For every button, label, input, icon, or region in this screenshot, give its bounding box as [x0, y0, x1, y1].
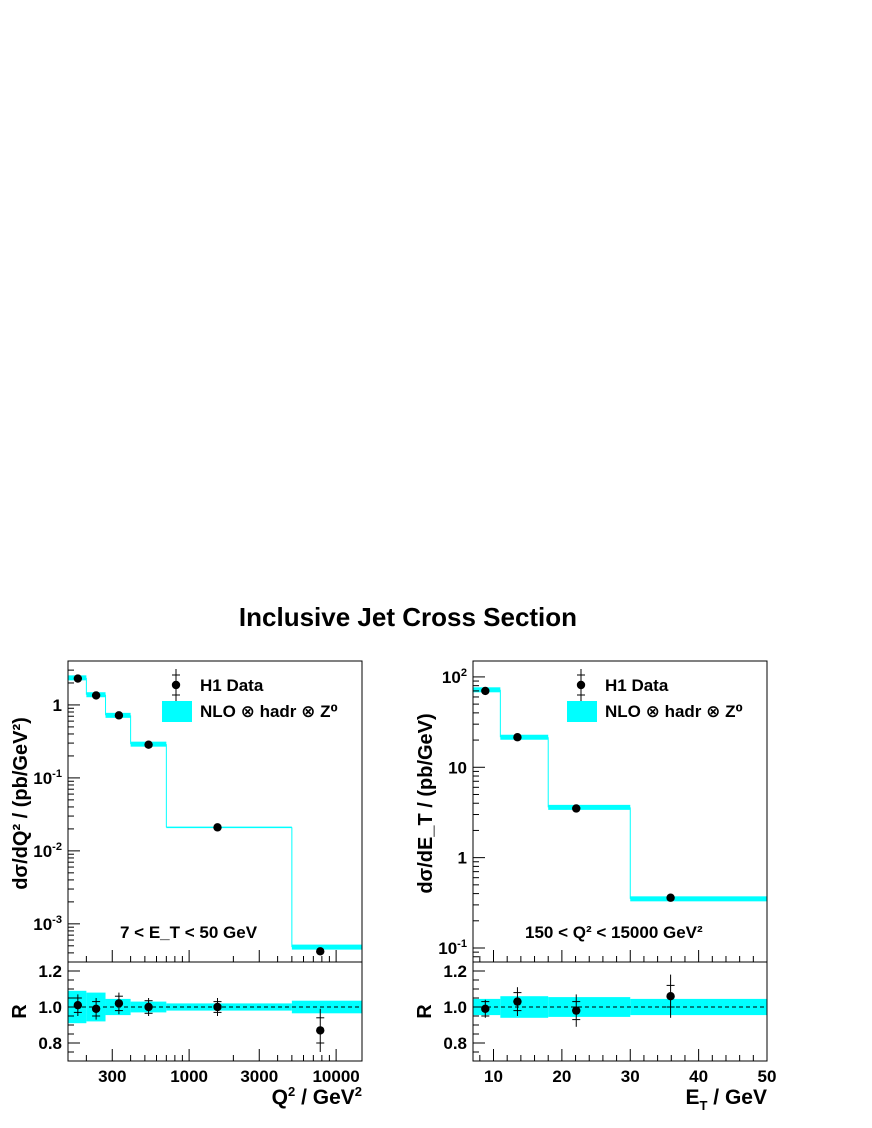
y-tick-label: 10-3 — [33, 914, 62, 934]
ratio-point — [114, 999, 124, 1008]
x-tick-label: 30 — [621, 1067, 640, 1086]
legend-theory-label: NLO ⊗ hadr ⊗ Z⁰ — [605, 702, 743, 721]
ratio-point — [91, 1004, 101, 1013]
ratio-y-axis-label: R — [9, 1004, 31, 1019]
data-point — [572, 804, 581, 813]
ratio-point — [144, 1002, 153, 1012]
legend-data-marker — [576, 680, 586, 690]
legend-theory-label: NLO ⊗ hadr ⊗ Z⁰ — [200, 702, 338, 721]
y-tick-label: 1 — [53, 696, 62, 715]
y-axis-label: dσ/dE_T / (pb/GeV) — [415, 713, 437, 893]
data-point — [73, 674, 83, 683]
y-tick-label: 10 — [448, 758, 467, 777]
data-point — [91, 691, 101, 700]
ratio-point — [213, 1002, 222, 1012]
ratio-y-tick-label: 1.2 — [443, 962, 467, 981]
x-tick-label: 1000 — [170, 1067, 208, 1086]
y-tick-label: 102 — [442, 667, 467, 687]
page-title: Inclusive Jet Cross Section — [238, 602, 578, 632]
ratio-plot-frame — [472, 961, 768, 1062]
ratio-band — [548, 997, 631, 1017]
ratio-y-tick-label: 1.0 — [38, 998, 62, 1017]
cut-label: 7 < E_T < 50 GeV — [120, 923, 258, 942]
x-tick-label: 300 — [98, 1067, 126, 1086]
nlo-band — [166, 826, 292, 829]
nlo-band — [630, 896, 767, 902]
ratio-point — [73, 1001, 83, 1010]
x-tick-label: 50 — [758, 1067, 777, 1086]
cut-label: 150 < Q² < 15000 GeV² — [525, 923, 703, 942]
nlo-band — [500, 734, 549, 740]
legend-theory-swatch — [162, 701, 192, 722]
x-axis-label: Q2 / GeV2 — [272, 1084, 362, 1109]
ratio-plot-frame — [67, 961, 363, 1062]
ratio-point — [666, 992, 675, 1001]
legend-data-marker — [171, 680, 181, 690]
y-tick-label: 10-2 — [33, 841, 62, 861]
x-tick-label: 10000 — [312, 1067, 359, 1086]
ratio-point — [481, 1004, 490, 1013]
legend-theory-swatch — [567, 701, 597, 722]
x-tick-label: 10 — [484, 1067, 503, 1086]
ratio-y-tick-label: 0.8 — [443, 1034, 467, 1053]
et-chart: 102 10 1 10-1 10 20 30 40 50 0.8 1.0 1.2 Rdσ/dE_T / … — [414, 660, 777, 1113]
legend-data-label: H1 Data — [605, 676, 669, 695]
y-tick-label: 10-1 — [33, 768, 62, 788]
ratio-point — [572, 1006, 581, 1015]
x-tick-label: 40 — [689, 1067, 708, 1086]
q2-chart: 1 10-1 10-2 10-3 300 1000 3000 10000 0.8 1.0 1.2 Rd… — [9, 660, 363, 1109]
ratio-point — [316, 1026, 325, 1035]
x-tick-label: 3000 — [240, 1067, 278, 1086]
data-point — [481, 686, 490, 696]
nlo-band — [291, 944, 362, 950]
ratio-y-axis-label: R — [414, 1004, 436, 1019]
data-point — [316, 947, 325, 956]
data-point — [114, 711, 124, 720]
ratio-band — [291, 1000, 362, 1014]
ratio-y-tick-label: 1.0 — [443, 998, 467, 1017]
data-point — [666, 893, 675, 902]
y-tick-label: 10-1 — [438, 938, 467, 958]
ratio-y-tick-label: 1.2 — [38, 962, 62, 981]
data-point — [213, 823, 222, 832]
data-point — [144, 740, 153, 749]
y-tick-label: 1 — [458, 849, 467, 868]
y-axis-label: dσ/dQ² / (pb/GeV²) — [10, 717, 32, 890]
legend-data-label: H1 Data — [200, 676, 264, 695]
x-tick-label: 20 — [552, 1067, 571, 1086]
ratio-point — [513, 997, 522, 1006]
x-axis-label: ET / GeV — [686, 1086, 768, 1113]
ratio-y-tick-label: 0.8 — [38, 1034, 62, 1053]
data-point — [513, 733, 522, 742]
nlo-band — [548, 804, 631, 810]
